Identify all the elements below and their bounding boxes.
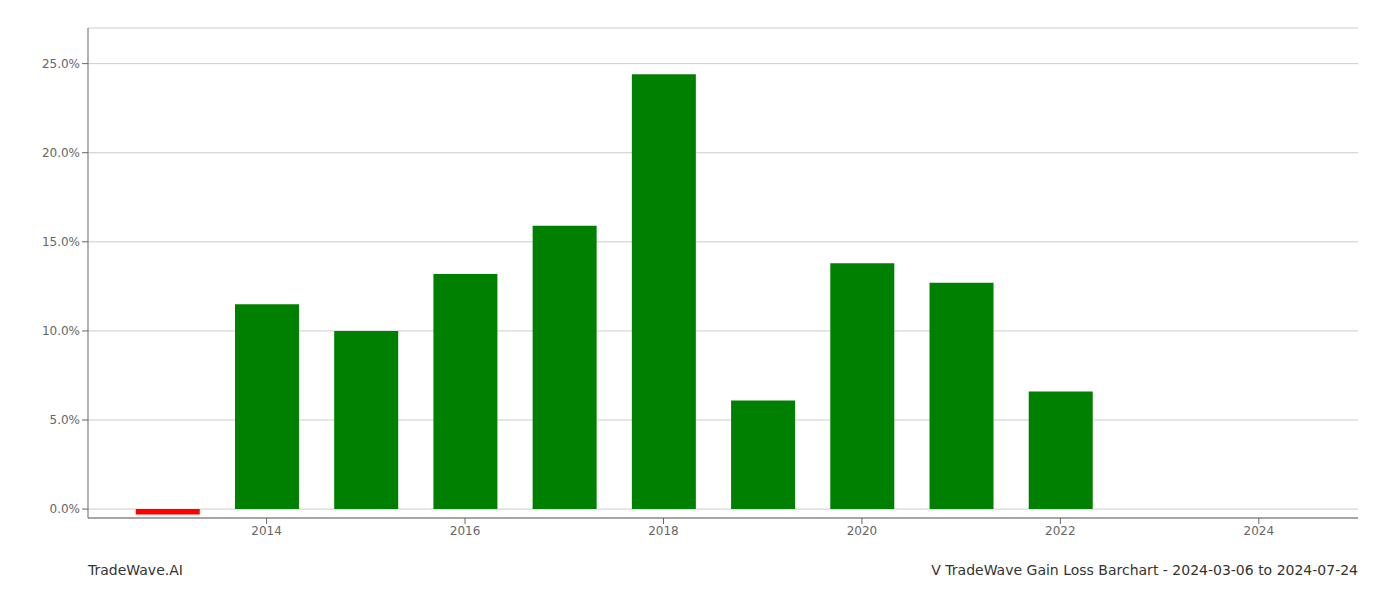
svg-text:2022: 2022 xyxy=(1045,524,1076,538)
svg-text:0.0%: 0.0% xyxy=(50,502,81,516)
svg-text:2018: 2018 xyxy=(648,524,679,538)
svg-text:2016: 2016 xyxy=(450,524,481,538)
svg-text:2020: 2020 xyxy=(847,524,878,538)
svg-text:5.0%: 5.0% xyxy=(50,413,81,427)
svg-text:20.0%: 20.0% xyxy=(42,146,80,160)
html-text:V TradeWave Gain Loss Barchart: V TradeWave Gain Loss Barchart - 2024-03… xyxy=(931,562,1358,578)
svg-text:10.0%: 10.0% xyxy=(42,324,80,338)
svg-text:25.0%: 25.0% xyxy=(42,57,80,71)
html-text:TradeWave.AI: TradeWave.AI xyxy=(88,562,183,578)
svg-text:2014: 2014 xyxy=(251,524,282,538)
svg-text:15.0%: 15.0% xyxy=(42,235,80,249)
svg-text:2024: 2024 xyxy=(1244,524,1275,538)
